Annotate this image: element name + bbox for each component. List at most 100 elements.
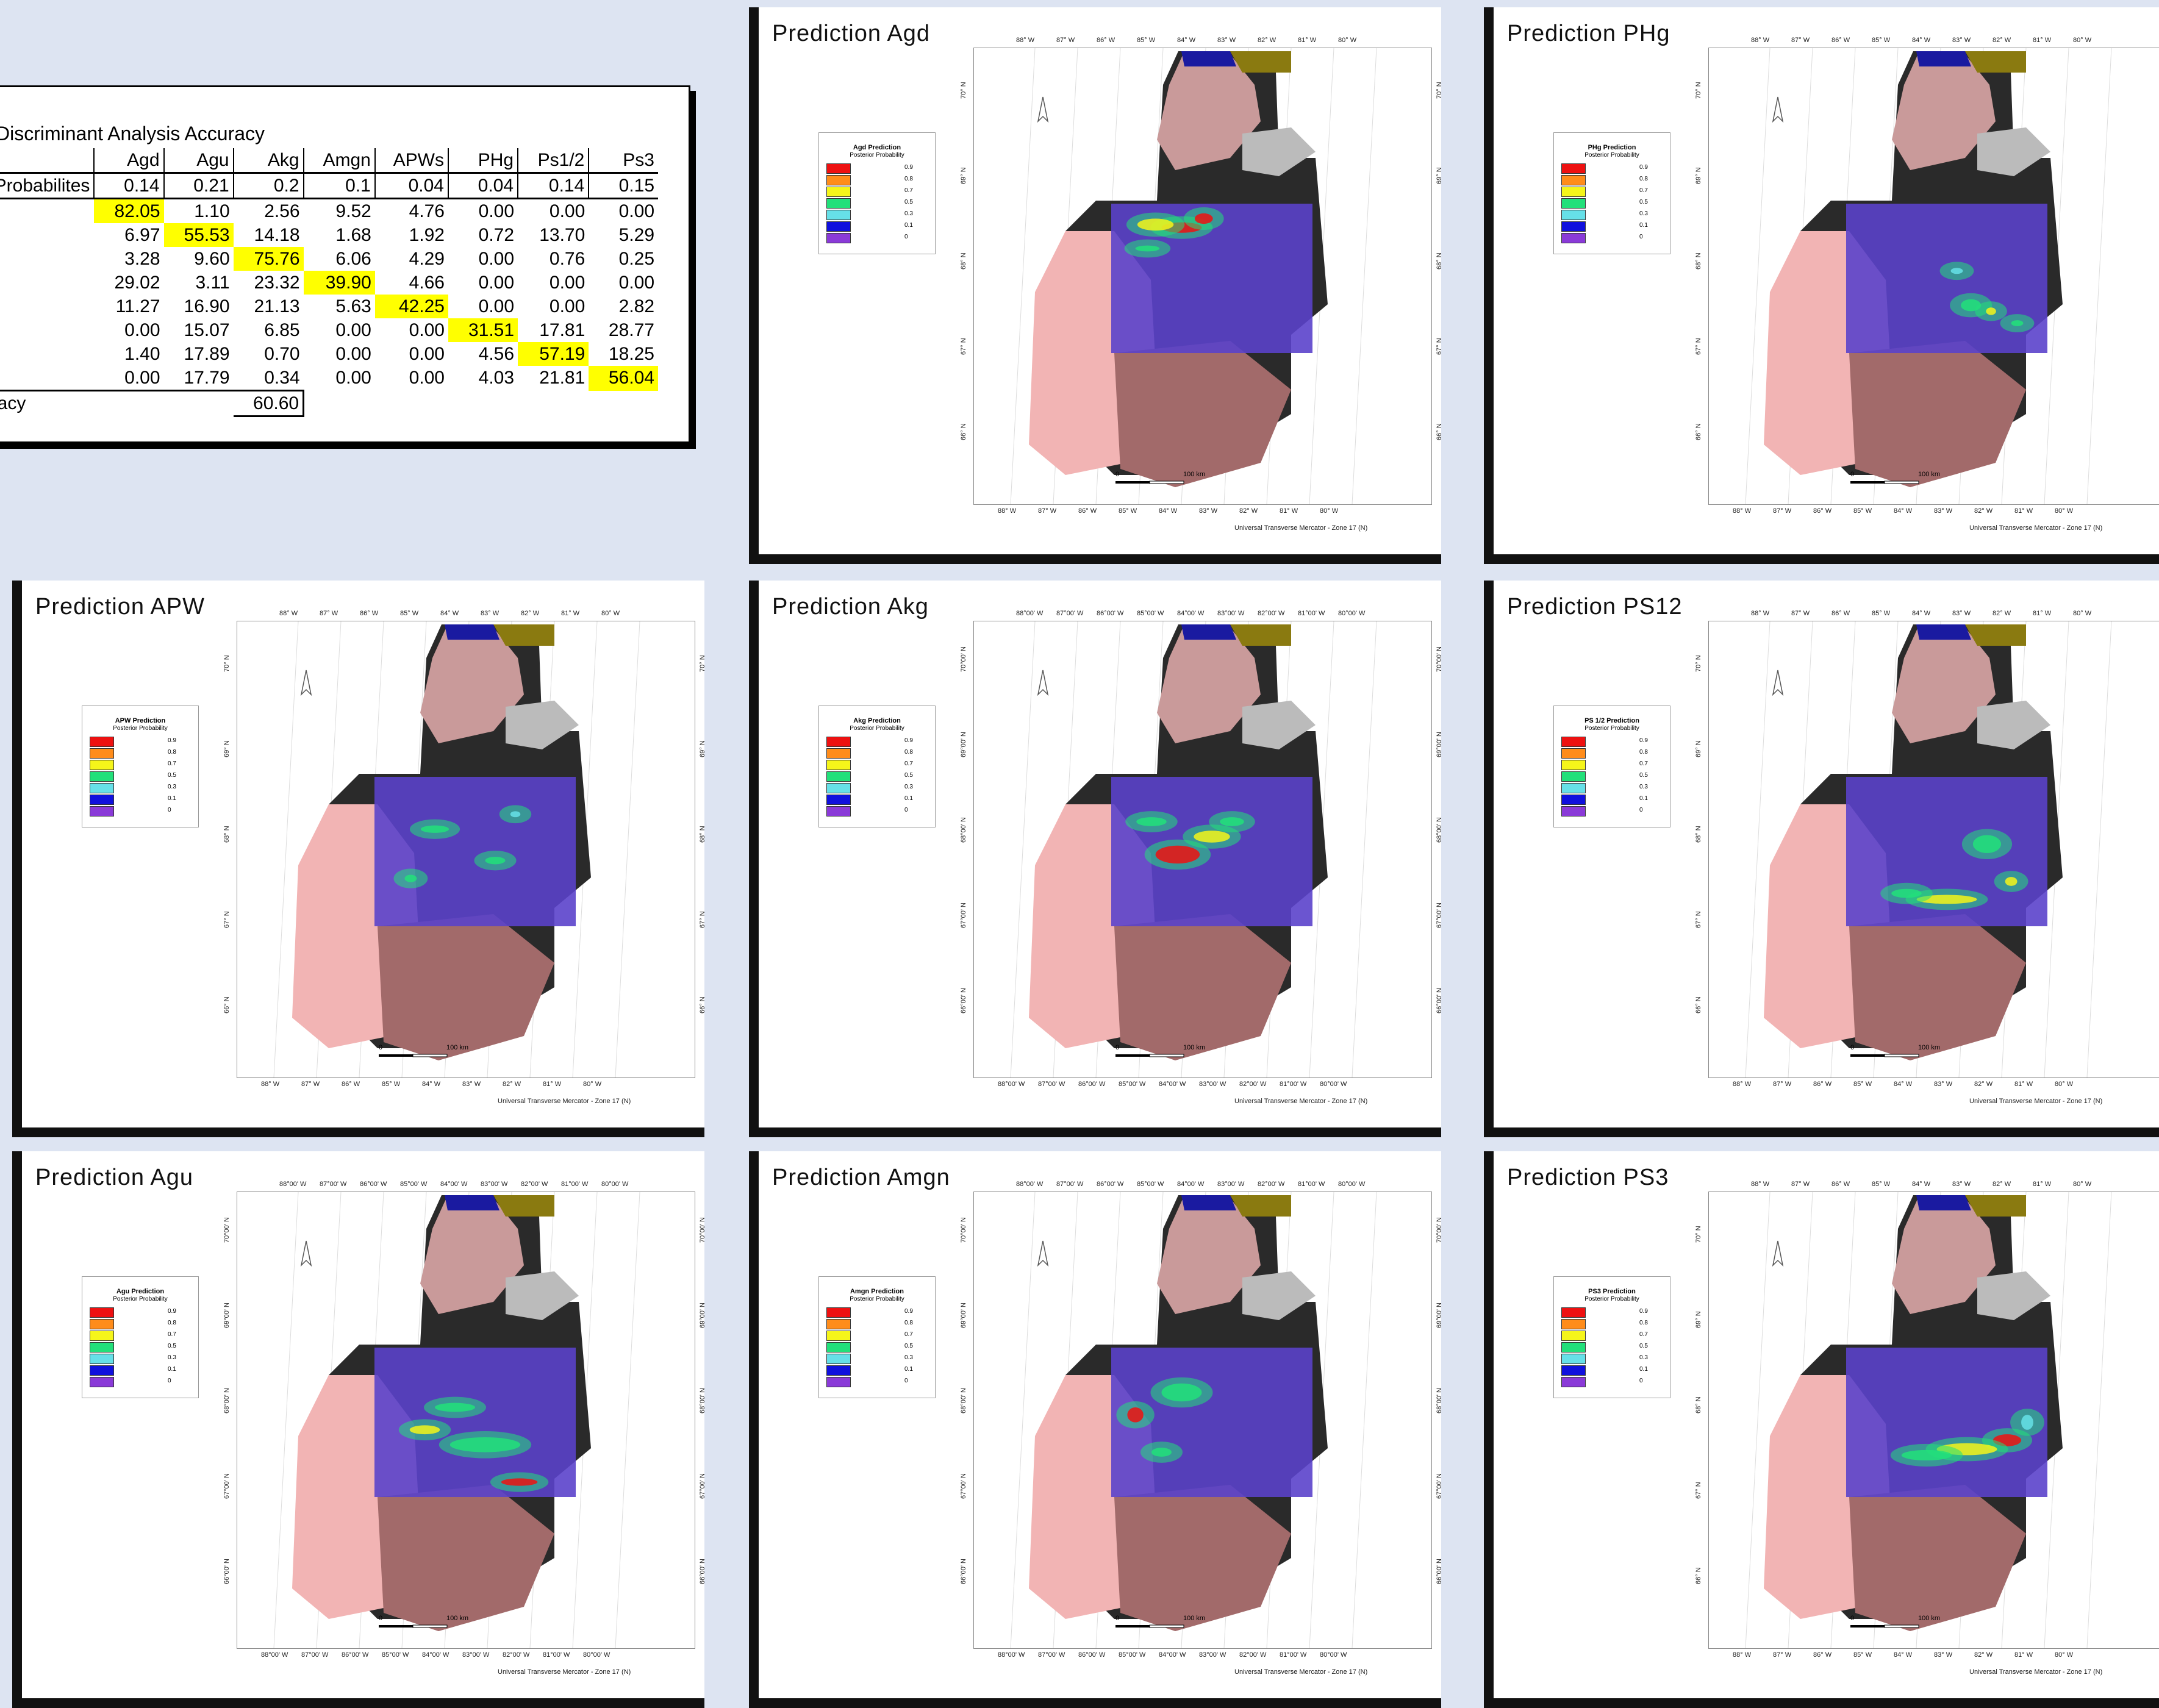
legend-swatch [826,1354,851,1364]
legend-swatch [90,783,114,793]
panel-title: Prediction Agu [35,1165,194,1190]
scale-label: 100 km [1918,1044,1941,1051]
longitude-tick-label: 82° W [1974,1081,1993,1088]
heat-blob [501,1478,538,1486]
latitude-tick-label: 70° N [1436,82,1441,99]
latitude-tick-label: 70° N [1695,655,1702,672]
longitude-tick-label: 80° W [2055,1651,2074,1659]
legend-swatch [90,806,114,816]
map-legend: Agd Prediction Posterior Probability 0.9 0.… [818,132,936,254]
longitude-tick-label: 83°00' W [481,1181,508,1188]
heat-blob [1986,307,1996,315]
latitude-tick-label: 69° N [1695,1311,1702,1328]
longitude-tick-label: 87°00' W [320,1181,347,1188]
map-frame: 0 100 km [1708,1192,2159,1649]
lithology-unit [1230,624,1291,646]
scale-bar-segment [1884,1624,1919,1628]
longitude-tick-label: 83° W [1952,1181,1971,1188]
panel-title: Prediction Agd [772,21,931,46]
legend-class-label: 0.5 [904,199,913,205]
latitude-tick-label: 69°00' N [223,1302,231,1328]
table-cell: 15.07 [184,320,230,340]
table-cell: 5.63 [335,296,371,316]
prior-cell: 0.04 [447,172,518,199]
longitude-tick-label: 87° W [1791,1181,1810,1188]
table-cell: 4.76 [409,201,445,221]
legend-swatch [826,210,851,220]
latitude-tick-label: 67° N [960,338,967,355]
north-arrow-icon [1772,96,1784,123]
legend-class-label: 0 [904,807,908,813]
graticule-line [1745,48,1771,504]
lithology-unit [1114,1485,1291,1631]
legend-class-label: 0.1 [1639,1366,1648,1373]
prior-label: Prior Probabilites [0,172,95,199]
legend-swatch [1561,737,1586,747]
scale-bar-segment [1884,1054,1919,1057]
longitude-tick-label: 85° W [1853,507,1872,515]
scale-zero-label: 0 [1115,471,1120,478]
legend-class-label: 0 [168,807,171,813]
longitude-tick-label: 86° W [1831,1181,1850,1188]
longitude-tick-label: 84° W [1159,507,1178,515]
table-cell: 28.77 [608,320,654,340]
table-cell: 14.18 [254,224,300,245]
table-cell: 11.27 [115,296,160,316]
longitude-tick-label: 85° W [1853,1081,1872,1088]
panel-title: Prediction Akg [772,594,929,620]
longitude-tick-label: 85°00' W [1119,1651,1146,1659]
table-cell: 0.00 [478,248,515,269]
latitude-tick-label: 69°00' N [960,1302,967,1328]
graticule-line [1352,48,1377,504]
table-cell: 21.13 [254,296,300,316]
lithology-unit [445,624,499,640]
lithology-unit [493,624,554,646]
longitude-tick-label: 87° W [1791,610,1810,617]
longitude-tick-label: 80° W [2073,37,2092,44]
longitude-tick-label: 82°00' W [503,1651,530,1659]
longitude-tick-label: 82°00' W [1258,610,1285,617]
longitude-tick-label: 86°00' W [1078,1081,1106,1088]
prediction-raster [374,777,576,926]
latitude-tick-label: 66°00' N [1436,988,1441,1013]
scale-bar-segment [1149,481,1184,484]
ice-area [1242,701,1316,749]
legend-swatch [826,163,851,174]
legend-swatch [1561,1331,1586,1341]
legend-class-label: 0.5 [1639,1343,1648,1349]
longitude-tick-label: 84°00' W [1177,610,1205,617]
latitude-tick-label: 70° N [960,82,967,99]
longitude-tick-label: 85° W [1872,610,1891,617]
scale-zero-label: 0 [379,1615,383,1622]
graticule-line [273,621,299,1077]
graticule-line [273,1192,299,1648]
legend-class-label: 0.5 [168,772,176,779]
table-cell: 16.90 [184,296,230,316]
legend-class-label: 0.7 [1639,1331,1648,1338]
latitude-tick-label: 66° N [1695,996,1702,1013]
lithology-unit [1849,914,2026,1060]
map-frame: 0 100 km [1708,621,2159,1078]
heat-blob [1135,245,1160,252]
legend-title: Agd Prediction [853,144,901,151]
heat-blob [435,1402,475,1412]
table-cell: 13.70 [539,224,585,245]
longitude-tick-label: 82° W [1993,1181,2011,1188]
legend-subtitle: Posterior Probability [113,1296,168,1302]
legend-class-label: 0.3 [1639,210,1648,217]
table-row: 6.97 55.53 14.18 1.68 1.92 0.72 13.70 5.29 [0,223,658,247]
legend-swatch [826,175,851,185]
lithology-unit [1965,624,2026,646]
legend-subtitle: Posterior Probability [113,725,168,732]
legend-title: PS 1/2 Prediction [1584,717,1639,724]
longitude-tick-label: 86° W [1078,507,1097,515]
longitude-tick-label: 82°00' W [1258,1181,1285,1188]
longitude-tick-label: 87° W [1056,37,1075,44]
table-cell: 0.00 [335,320,371,340]
heat-blob [409,1425,440,1435]
longitude-tick-label: 84°00' W [1159,1081,1186,1088]
scale-label: 100 km [446,1615,469,1622]
longitude-tick-label: 80° W [2055,507,2074,515]
legend-class-label: 0.3 [904,784,913,790]
